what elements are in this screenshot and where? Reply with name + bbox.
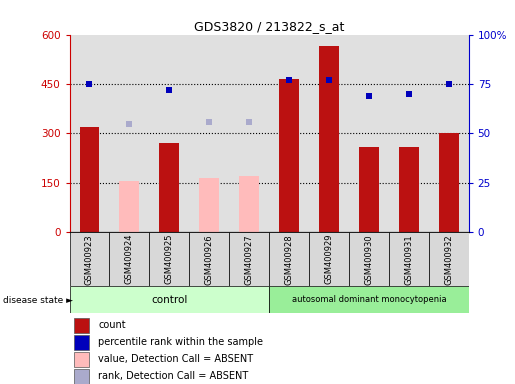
Text: percentile rank within the sample: percentile rank within the sample bbox=[98, 337, 263, 347]
Title: GDS3820 / 213822_s_at: GDS3820 / 213822_s_at bbox=[194, 20, 344, 33]
Bar bbox=[70, 232, 109, 286]
Text: GSM400924: GSM400924 bbox=[125, 234, 134, 285]
Text: value, Detection Call = ABSENT: value, Detection Call = ABSENT bbox=[98, 354, 253, 364]
Bar bbox=[359, 147, 379, 232]
Bar bbox=[239, 176, 259, 232]
Bar bbox=[309, 35, 349, 232]
Bar bbox=[159, 143, 179, 232]
Bar bbox=[74, 352, 90, 367]
Bar bbox=[439, 134, 459, 232]
Bar bbox=[349, 232, 389, 286]
Bar bbox=[269, 35, 309, 232]
Text: GSM400930: GSM400930 bbox=[365, 234, 373, 285]
Text: GSM400928: GSM400928 bbox=[285, 234, 294, 285]
Text: GSM400927: GSM400927 bbox=[245, 234, 253, 285]
Text: GSM400932: GSM400932 bbox=[444, 234, 453, 285]
Bar bbox=[79, 127, 99, 232]
Text: GSM400925: GSM400925 bbox=[165, 234, 174, 285]
Bar bbox=[70, 286, 269, 313]
Bar bbox=[389, 35, 428, 232]
Bar bbox=[109, 35, 149, 232]
Bar bbox=[269, 286, 469, 313]
Text: GSM400926: GSM400926 bbox=[205, 234, 214, 285]
Bar bbox=[74, 318, 90, 333]
Bar bbox=[74, 335, 90, 350]
Text: rank, Detection Call = ABSENT: rank, Detection Call = ABSENT bbox=[98, 371, 249, 381]
Bar bbox=[229, 35, 269, 232]
Bar bbox=[319, 46, 339, 232]
Text: count: count bbox=[98, 320, 126, 330]
Bar bbox=[349, 35, 389, 232]
Text: disease state ►: disease state ► bbox=[3, 296, 73, 305]
Bar bbox=[269, 232, 309, 286]
Bar bbox=[149, 232, 190, 286]
Bar bbox=[70, 35, 109, 232]
Bar bbox=[428, 232, 469, 286]
Bar bbox=[74, 369, 90, 384]
Bar bbox=[119, 181, 140, 232]
Text: control: control bbox=[151, 295, 187, 305]
Bar bbox=[189, 35, 229, 232]
Bar bbox=[428, 35, 469, 232]
Text: GSM400931: GSM400931 bbox=[404, 234, 413, 285]
Bar bbox=[399, 147, 419, 232]
Text: autosomal dominant monocytopenia: autosomal dominant monocytopenia bbox=[291, 295, 446, 304]
Text: GSM400923: GSM400923 bbox=[85, 234, 94, 285]
Bar bbox=[199, 178, 219, 232]
Text: GSM400929: GSM400929 bbox=[324, 234, 333, 285]
Bar bbox=[279, 79, 299, 232]
Bar bbox=[189, 232, 229, 286]
Bar bbox=[229, 232, 269, 286]
Bar bbox=[149, 35, 190, 232]
Bar bbox=[109, 232, 149, 286]
Bar bbox=[389, 232, 428, 286]
Bar bbox=[309, 232, 349, 286]
